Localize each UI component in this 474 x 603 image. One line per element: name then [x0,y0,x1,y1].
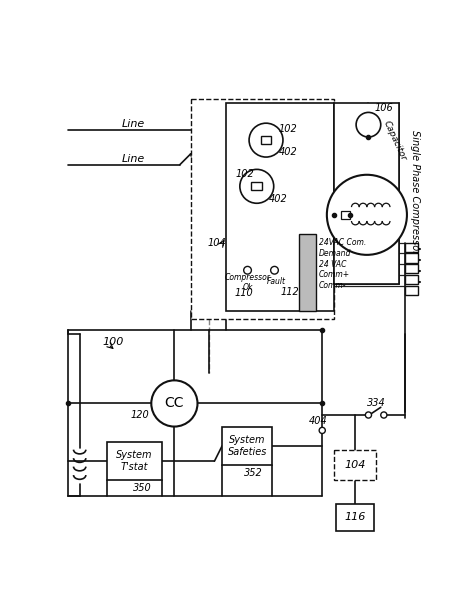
Text: Single Phase Compressor: Single Phase Compressor [410,130,419,254]
Text: Comm+: Comm+ [319,270,350,279]
Bar [336,504,374,531]
Text: 402: 402 [269,194,288,204]
Bar [226,103,334,311]
Text: 100: 100 [103,337,124,347]
Text: 106: 106 [374,103,393,113]
Text: 24 VAC: 24 VAC [319,259,346,268]
Bar [405,242,419,252]
Circle shape [356,112,381,137]
Text: 352: 352 [244,468,263,478]
Text: Fault: Fault [266,277,285,286]
Circle shape [249,123,283,157]
Bar [405,286,419,295]
Bar [107,442,162,481]
Bar [405,275,419,284]
Text: 110: 110 [234,288,253,298]
Bar [299,234,316,311]
Text: Capacitor: Capacitor [381,119,408,162]
Bar [222,426,272,465]
Text: 116: 116 [344,512,365,522]
Text: 350: 350 [133,483,151,493]
Text: Demand: Demand [319,249,352,258]
Text: 102: 102 [278,124,297,134]
Text: 104: 104 [207,238,226,248]
Bar [251,183,262,190]
Text: CC: CC [164,396,184,411]
Text: Comm-: Comm- [319,281,346,290]
Text: 334: 334 [367,398,385,408]
Text: 404: 404 [309,416,328,426]
Circle shape [381,412,387,418]
Text: 102: 102 [235,169,254,179]
Text: Compressor
Ok: Compressor Ok [225,273,271,292]
Bar [191,99,334,319]
Bar [334,450,376,481]
Bar [405,264,419,273]
Text: System
Safeties: System Safeties [228,435,267,456]
Text: 104: 104 [344,460,365,470]
Text: 402: 402 [278,148,297,157]
Circle shape [151,380,198,426]
Circle shape [240,169,273,203]
Circle shape [271,267,278,274]
Text: 120: 120 [130,410,149,420]
Bar [341,211,350,219]
Circle shape [319,428,325,434]
Circle shape [327,175,407,255]
Bar [261,136,272,144]
Bar [334,103,399,284]
Circle shape [244,267,251,274]
Text: System
T'stat: System T'stat [116,450,153,472]
Circle shape [365,412,372,418]
Text: Line: Line [122,119,146,129]
Text: 24VAC Com.: 24VAC Com. [319,238,366,247]
Text: 112: 112 [281,287,300,297]
Text: Line: Line [122,154,146,163]
Bar [405,253,419,262]
